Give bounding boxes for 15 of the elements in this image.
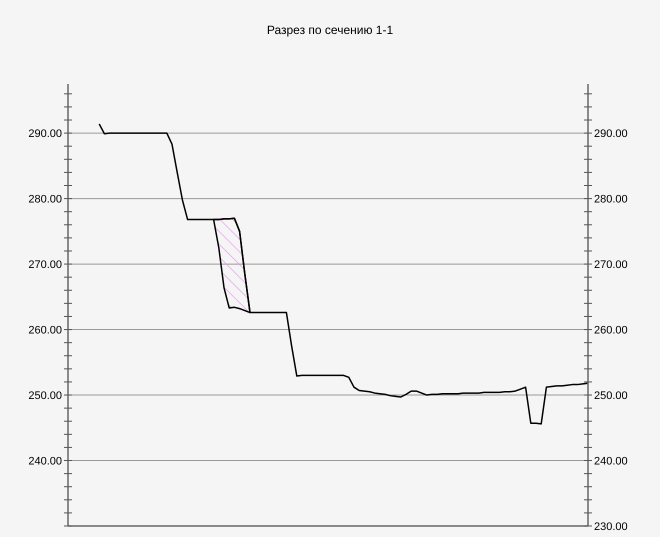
line-series <box>98 123 589 425</box>
chart-title: Разрез по сечению 1-1 <box>266 23 394 37</box>
y-tick-label: 240.00 <box>28 456 62 468</box>
y2-tick-label: 280.00 <box>594 194 628 206</box>
y2-tick-label: 240.00 <box>594 456 628 468</box>
y2-tick-label: 270.00 <box>594 259 628 272</box>
y-tick-label: 280.00 <box>28 194 62 206</box>
y2-tick-label: 230.00 <box>594 521 628 533</box>
y2-tick-label: 290.00 <box>594 128 628 140</box>
y-tick-label: 250.00 <box>28 390 62 402</box>
y-tick-label: 270.00 <box>28 259 62 272</box>
y-tick-label: 260.00 <box>28 324 62 337</box>
y2-tick-label: 250.00 <box>594 390 628 402</box>
y2-tick-label: 260.00 <box>594 324 628 337</box>
y-tick-label: 290.00 <box>28 128 62 140</box>
